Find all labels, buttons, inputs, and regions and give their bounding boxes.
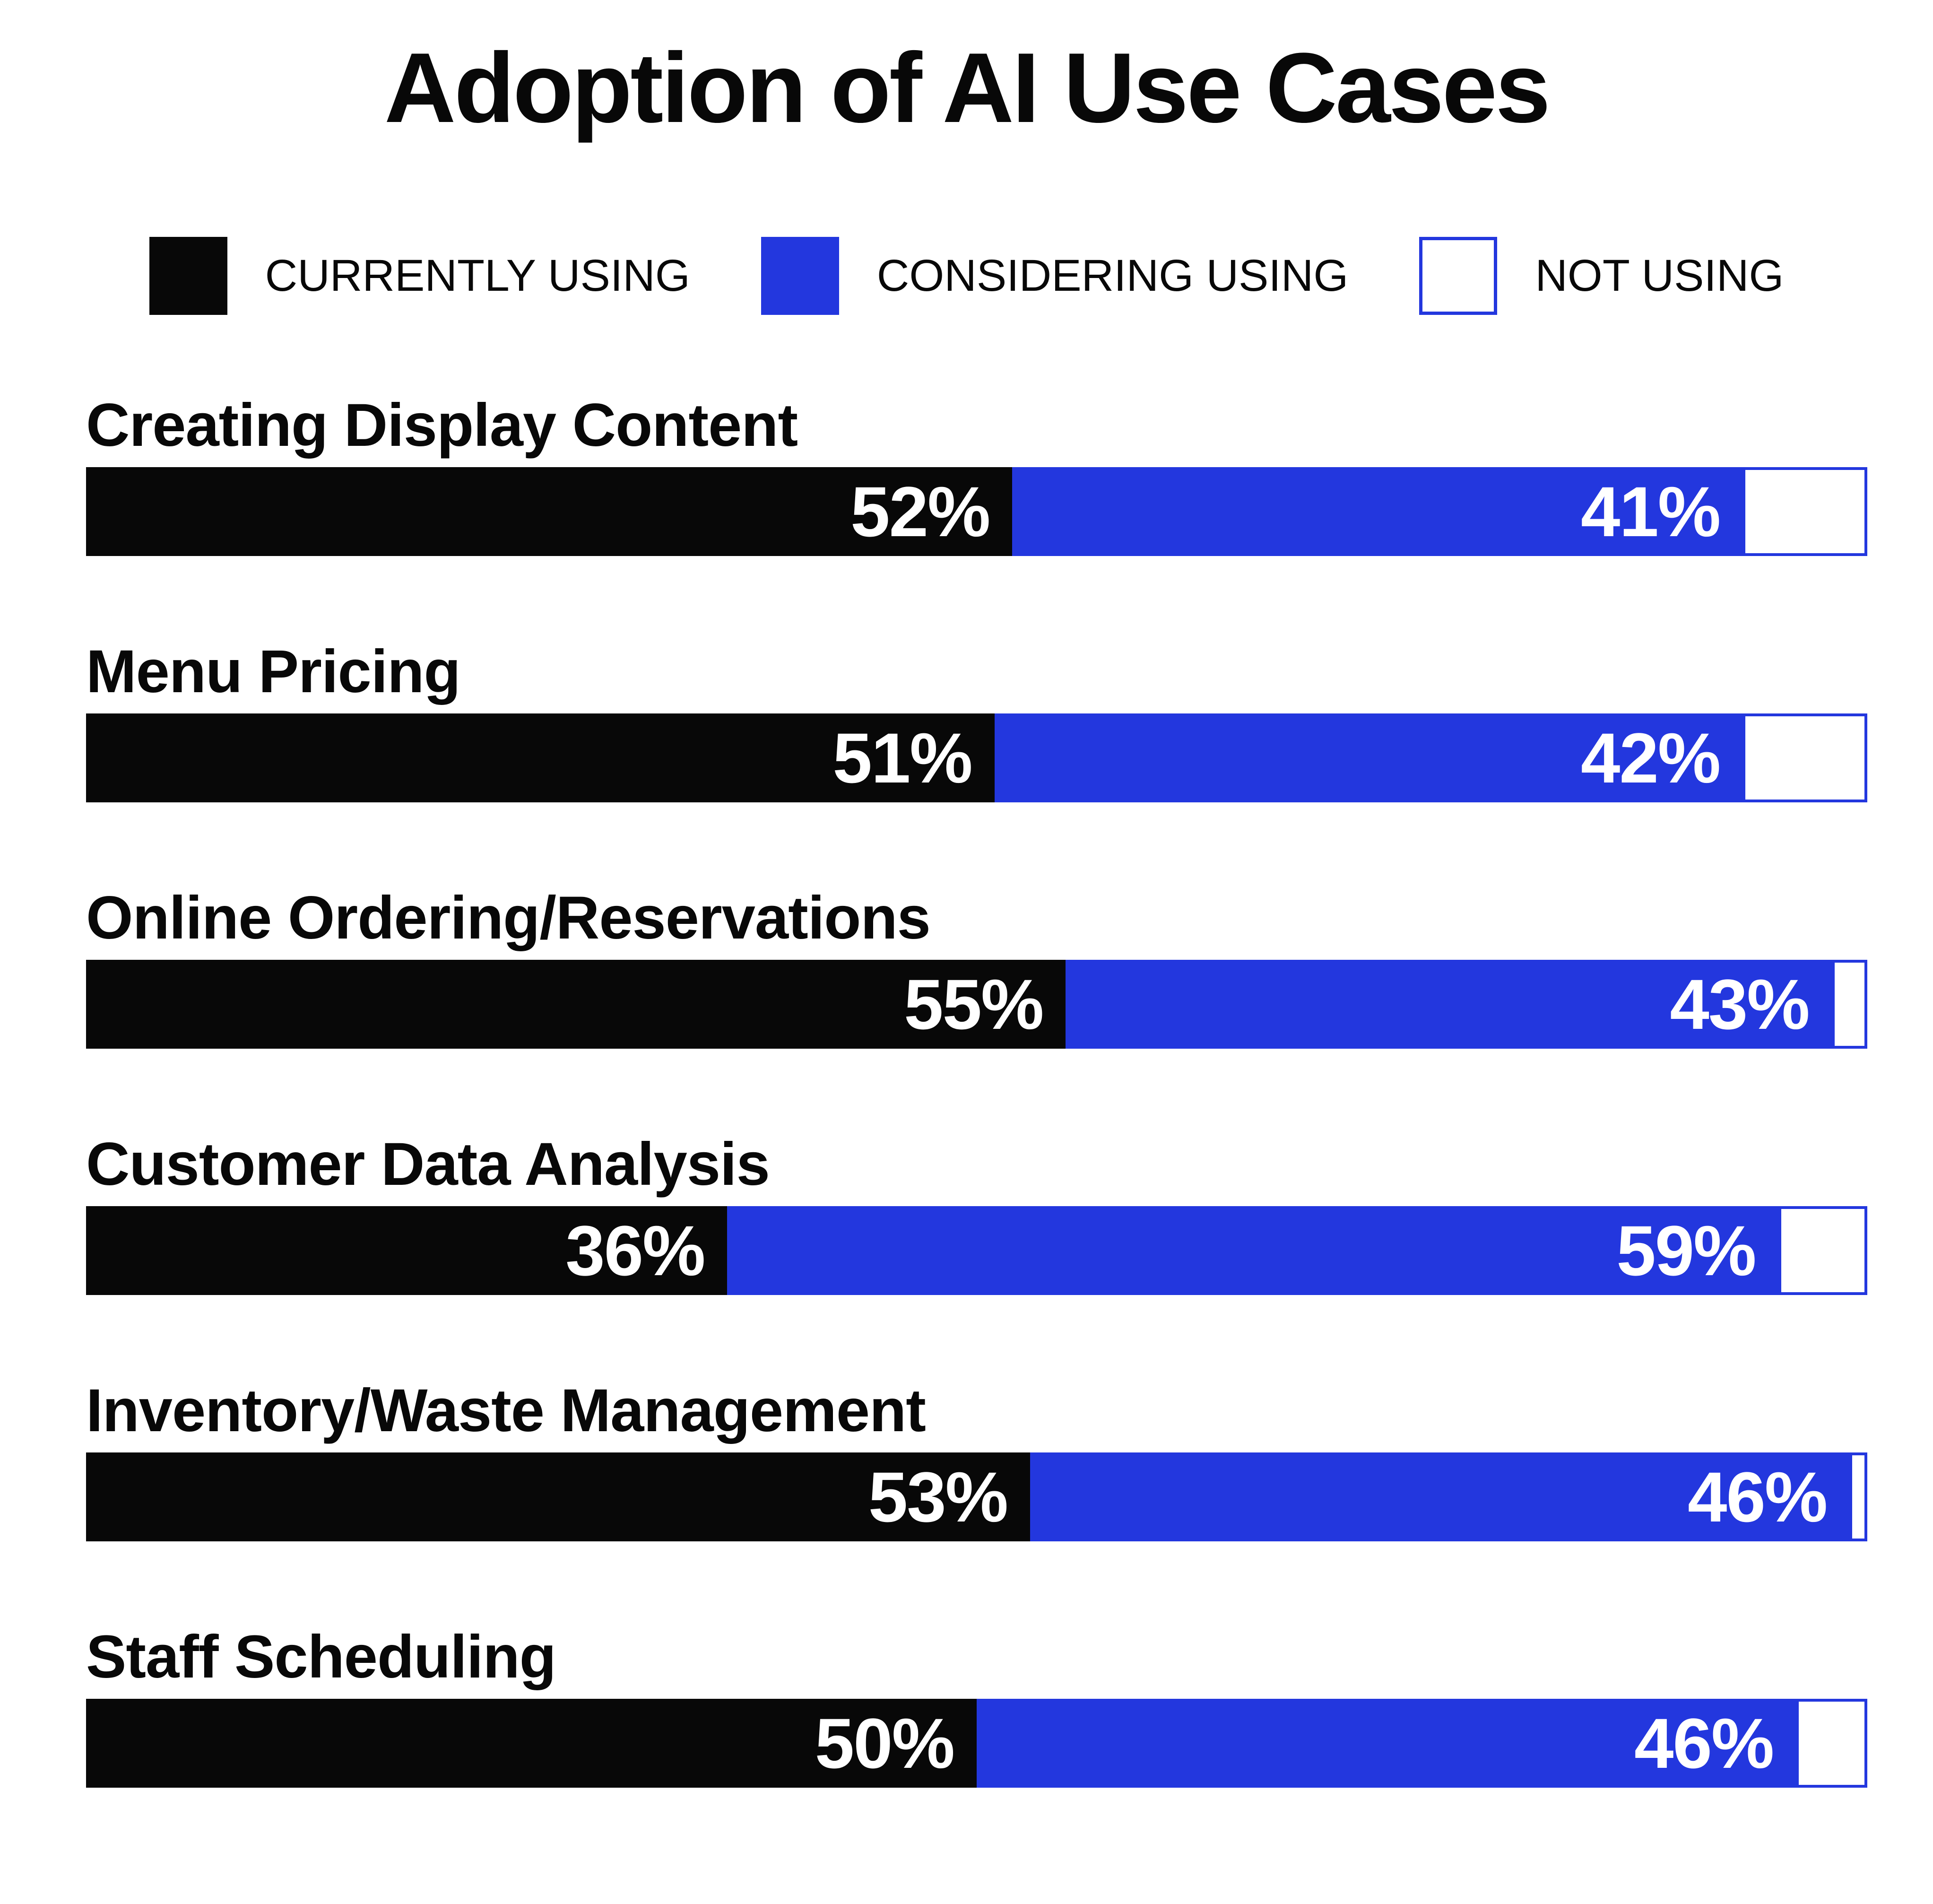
currently-using-segment: 55% [86,960,1066,1049]
currently-using-segment: 51% [86,713,995,802]
percent-label: 59% [1616,1210,1756,1290]
considering-using-segment: 43% [1066,960,1832,1049]
not-using-segment [1742,713,1867,802]
stacked-bar: 51% 42% [86,713,1867,802]
legend: CURRENTLY USING CONSIDERING USING NOT US… [0,237,1933,315]
stacked-bar: 50% 46% [86,1699,1867,1788]
chart-row-staff-scheduling: Staff Scheduling 50% 46% [86,1627,1867,1788]
stacked-bar: 55% 43% [86,960,1867,1049]
stacked-bar: 36% 59% [86,1206,1867,1295]
category-label: Online Ordering/Reservations [86,884,931,952]
considering-using-swatch-icon [761,237,839,315]
considering-using-segment: 46% [1030,1452,1850,1541]
category-label: Menu Pricing [86,638,461,705]
chart-row-online-ordering-reservations: Online Ordering/Reservations 55% 43% [86,888,1867,1049]
not-using-segment [1796,1699,1867,1788]
category-label: Inventory/Waste Management [86,1377,926,1444]
percent-label: 52% [850,471,990,551]
percent-label: 41% [1581,471,1721,551]
category-label: Staff Scheduling [86,1623,556,1691]
currently-using-segment: 52% [86,467,1013,556]
percent-label: 50% [815,1703,955,1783]
considering-using-segment: 42% [994,713,1743,802]
legend-label-currently-using: CURRENTLY USING [265,251,690,301]
category-label: Creating Display Content [86,391,798,459]
legend-item-currently-using: CURRENTLY USING [149,237,690,315]
percent-label: 43% [1670,964,1810,1044]
chart-row-customer-data-analysis: Customer Data Analysis 36% 59% [86,1134,1867,1295]
currently-using-segment: 53% [86,1452,1031,1541]
category-label: Customer Data Analysis [86,1130,770,1198]
currently-using-segment: 36% [86,1206,728,1295]
percent-label: 51% [832,718,972,798]
considering-using-segment: 41% [1012,467,1743,556]
chart-row-inventory-waste-management: Inventory/Waste Management 53% 46% [86,1381,1867,1541]
percent-label: 36% [565,1210,705,1290]
percent-label: 46% [1688,1457,1828,1537]
chart-rows: Creating Display Content 52% 41% Menu Pr… [86,395,1867,1788]
considering-using-segment: 46% [977,1699,1796,1788]
legend-label-considering-using: CONSIDERING USING [876,251,1349,301]
not-using-segment [1742,467,1867,556]
not-using-segment [1849,1452,1867,1541]
not-using-swatch-icon [1419,237,1498,315]
not-using-segment [1778,1206,1867,1295]
infographic-page: Adoption of AI Use Cases CURRENTLY USING… [0,33,1933,1904]
chart-row-creating-display-content: Creating Display Content 52% 41% [86,395,1867,556]
legend-label-not-using: NOT USING [1535,251,1784,301]
percent-label: 46% [1634,1703,1774,1783]
currently-using-swatch-icon [149,237,227,315]
chart-row-menu-pricing: Menu Pricing 51% 42% [86,642,1867,802]
legend-item-considering-using: CONSIDERING USING [761,237,1349,315]
percent-label: 55% [904,964,1044,1044]
considering-using-segment: 59% [727,1206,1778,1295]
not-using-segment [1831,960,1867,1049]
legend-item-not-using: NOT USING [1419,237,1784,315]
percent-label: 42% [1580,718,1721,798]
chart-title: Adoption of AI Use Cases [384,32,1551,143]
percent-label: 53% [868,1457,1008,1537]
stacked-bar: 52% 41% [86,467,1867,556]
stacked-bar: 53% 46% [86,1452,1867,1541]
currently-using-segment: 50% [86,1699,977,1788]
